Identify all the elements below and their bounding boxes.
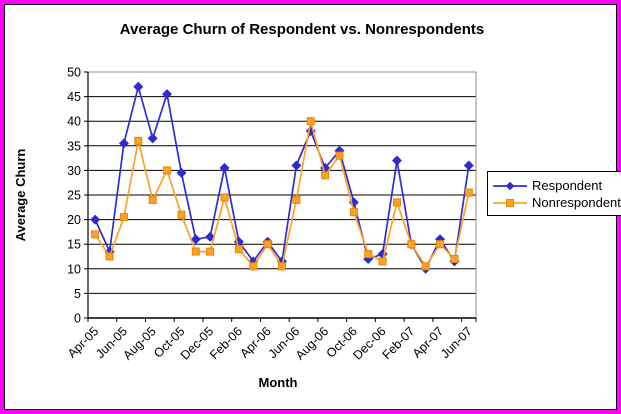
- data-point-diamond: [391, 155, 402, 166]
- data-point-square: [105, 252, 114, 261]
- data-point-square: [134, 136, 143, 145]
- chart-canvas: Average Churn of Respondent vs. Nonrespo…: [4, 4, 621, 410]
- data-point-diamond: [205, 231, 216, 242]
- data-point-diamond: [463, 160, 474, 171]
- data-point-square: [177, 210, 186, 219]
- data-point-square: [321, 171, 330, 180]
- chart-title: Average Churn of Respondent vs. Nonrespo…: [120, 21, 485, 38]
- y-axis-title: Average Churn: [13, 149, 28, 242]
- data-point-square: [263, 240, 272, 249]
- data-point-square: [278, 262, 286, 271]
- data-point-square: [220, 193, 229, 202]
- x-tick-label: Feb-07: [380, 324, 418, 362]
- data-point-square: [450, 254, 459, 263]
- data-point-diamond: [118, 138, 129, 149]
- y-tick-label: 15: [67, 238, 81, 252]
- data-point-diamond: [162, 89, 173, 100]
- data-point-diamond: [219, 162, 230, 173]
- x-axis-title: Month: [259, 375, 298, 390]
- y-tick-label: 35: [67, 139, 81, 153]
- data-point-diamond: [176, 167, 187, 178]
- line-chart: Average Churn of Respondent vs. Nonrespo…: [13, 21, 485, 390]
- data-point-square: [249, 262, 258, 271]
- y-tick-label: 20: [67, 213, 81, 227]
- legend-label: Nonrespondent: [532, 195, 621, 210]
- y-tick-label: 45: [67, 90, 81, 104]
- data-point-square: [148, 195, 157, 204]
- data-point-square: [91, 230, 100, 239]
- data-point-square: [392, 198, 401, 207]
- data-point-square: [407, 240, 416, 249]
- square-marker-swatch: [493, 198, 527, 207]
- data-point-square: [292, 195, 301, 204]
- data-point-diamond: [291, 160, 302, 171]
- data-point-square: [349, 208, 358, 217]
- data-point-square: [464, 188, 473, 197]
- diamond-marker-swatch: [493, 181, 527, 190]
- data-point-diamond: [147, 133, 158, 144]
- data-point-square: [191, 247, 200, 256]
- data-point-square: [335, 151, 344, 160]
- data-point-square: [306, 117, 315, 126]
- data-point-square: [234, 245, 243, 254]
- x-tick-label: Jun-07: [438, 324, 475, 361]
- legend-entry-respondent: Respondent: [492, 177, 621, 194]
- data-point-square: [206, 247, 215, 256]
- x-tick-label: Aug-05: [120, 324, 158, 362]
- x-tick-label: Aug-06: [293, 324, 331, 362]
- series-nonrespondent: [91, 117, 473, 271]
- data-point-diamond: [90, 214, 101, 225]
- y-tick-label: 50: [67, 66, 81, 80]
- legend: Respondent Nonrespondent: [487, 171, 621, 216]
- data-point-square: [421, 262, 430, 271]
- y-tick-label: 5: [74, 287, 81, 301]
- y-tick-label: 25: [67, 189, 81, 203]
- data-point-diamond: [133, 81, 144, 92]
- data-point-diamond: [190, 234, 201, 245]
- y-tick-label: 0: [74, 312, 81, 326]
- data-point-square: [436, 240, 445, 249]
- data-point-square: [364, 250, 373, 259]
- y-tick-label: 30: [67, 164, 81, 178]
- x-tick-label: Feb-06: [207, 324, 245, 362]
- data-point-square: [163, 166, 172, 175]
- data-point-square: [119, 213, 128, 222]
- y-tick-label: 10: [67, 262, 81, 276]
- plot-area: 05101520253035404550Apr-05Jun-05Aug-05Oc…: [65, 66, 477, 363]
- legend-label: Respondent: [532, 178, 603, 193]
- y-tick-label: 40: [67, 115, 81, 129]
- legend-entry-nonrespondent: Nonrespondent: [492, 194, 621, 211]
- data-point-square: [378, 257, 387, 266]
